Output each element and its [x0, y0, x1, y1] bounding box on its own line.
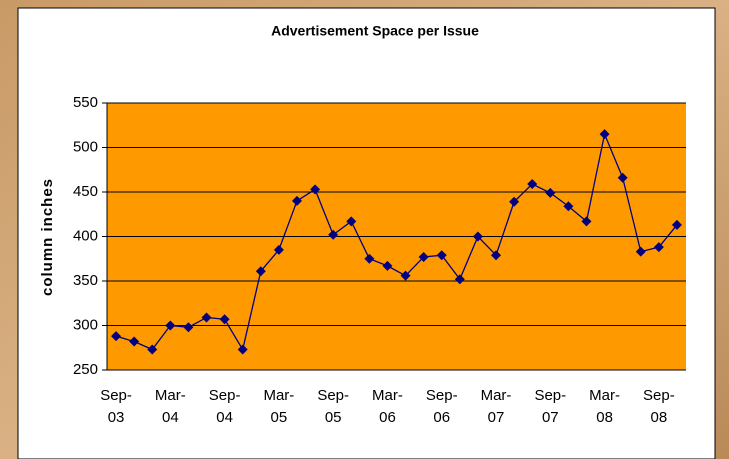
- y-tick-label: 400: [73, 227, 98, 244]
- y-tick-label: 500: [73, 138, 98, 155]
- marker: [653, 242, 664, 253]
- marker: [527, 178, 538, 189]
- marker: [671, 219, 682, 230]
- marker: [237, 344, 248, 355]
- marker: [328, 229, 339, 240]
- y-axis-label: column inches: [39, 178, 56, 296]
- marker: [581, 216, 592, 227]
- marker: [382, 260, 393, 271]
- marker: [454, 274, 465, 285]
- x-tick-label: Sep-05: [317, 387, 349, 426]
- marker: [599, 129, 610, 140]
- x-tick-label: Sep-03: [100, 387, 132, 426]
- y-tick-label: 300: [73, 316, 98, 333]
- x-tick-label: Sep-04: [209, 387, 241, 426]
- marker: [129, 336, 140, 347]
- y-tick-label: 250: [73, 361, 98, 378]
- marker: [165, 320, 176, 331]
- y-tick-label: 450: [73, 183, 98, 200]
- plot: 250 300 350 400 450 500 550 Sep-03 Mar-04 Sep-04 M…: [73, 94, 686, 426]
- marker: [183, 322, 194, 333]
- marker: [111, 331, 122, 342]
- x-tick-label: Sep-06: [426, 387, 458, 426]
- marker: [273, 244, 284, 255]
- x-tick-label: Mar-04: [155, 387, 186, 426]
- marker: [291, 195, 302, 206]
- marker: [346, 216, 357, 227]
- marker: [509, 196, 520, 207]
- marker: [400, 270, 411, 281]
- marker: [255, 266, 266, 277]
- x-tick-label: Sep-07: [534, 387, 566, 426]
- marker: [472, 231, 483, 242]
- marker: [364, 253, 375, 264]
- y-tick-label: 350: [73, 272, 98, 289]
- marker: [201, 312, 212, 323]
- x-tick-label: Mar-07: [481, 387, 512, 426]
- marker: [147, 344, 158, 355]
- marker: [310, 184, 321, 195]
- x-tick-label: Mar-05: [263, 387, 294, 426]
- marker: [491, 250, 502, 261]
- marker: [563, 201, 574, 212]
- chart-title: Advertisement Space per Issue: [271, 23, 479, 39]
- y-tick-label: 550: [73, 94, 98, 111]
- marker: [635, 246, 646, 257]
- x-tick-label: Mar-06: [372, 387, 403, 426]
- marker: [418, 251, 429, 262]
- marker: [219, 314, 230, 325]
- marker: [617, 172, 628, 183]
- x-tick-label: Mar-08: [589, 387, 620, 426]
- x-tick-label: Sep-08: [643, 387, 675, 426]
- marker: [545, 187, 556, 198]
- marker: [436, 250, 447, 261]
